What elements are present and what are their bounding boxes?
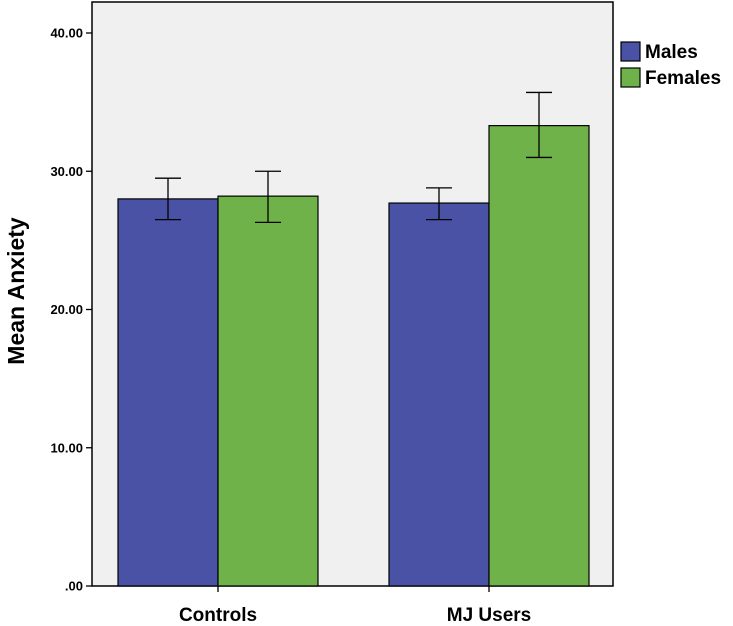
y-tick-label: 40.00 [50, 26, 83, 41]
bar-females-1 [217, 195, 319, 587]
y-axis: .00 10.00 20.00 30.00 40.00 [50, 26, 92, 594]
x-tick-label: MJ Users [447, 605, 532, 626]
bar-males-1 [117, 198, 219, 587]
legend-swatch [620, 67, 641, 88]
legend-item-females: Females [620, 67, 721, 89]
legend-label: Females [645, 68, 721, 89]
y-axis-title: Mean Anxiety [3, 217, 29, 365]
error-bar-males-1 [155, 177, 181, 221]
y-tick-label: 10.00 [50, 440, 83, 455]
error-bar-males-2 [426, 187, 452, 221]
x-tick-label: Controls [179, 605, 257, 626]
legend: Males Females [620, 41, 721, 89]
error-bar-females-1 [255, 170, 281, 224]
error-bar-females-2 [526, 91, 552, 159]
y-tick-label: .00 [65, 579, 83, 594]
legend-label: Males [645, 42, 698, 63]
y-tick-label: 30.00 [50, 164, 83, 179]
legend-swatch [620, 41, 641, 62]
bar-females-2 [488, 125, 590, 587]
bar-males-2 [388, 202, 490, 587]
y-tick-label: 20.00 [50, 302, 83, 317]
x-axis: Controls MJ Users [179, 586, 531, 626]
error-bars [155, 91, 552, 224]
legend-item-males: Males [620, 41, 698, 63]
